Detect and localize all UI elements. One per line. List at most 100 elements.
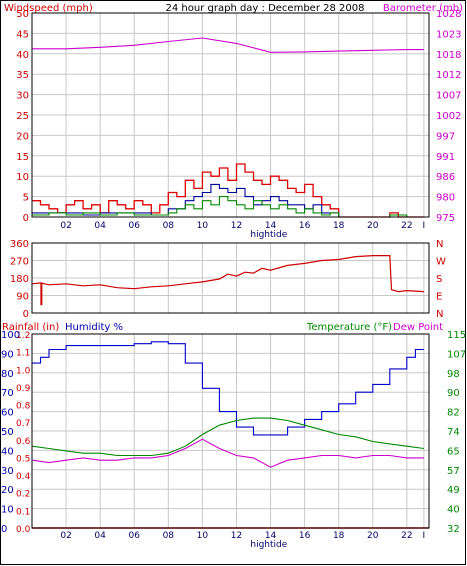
temperature-tick: 115 [447, 330, 466, 341]
humidity-tick: 50 [1, 427, 14, 438]
temperature-tick: 32 [447, 524, 460, 535]
x-tick-label: 12 [231, 221, 242, 231]
temperature-series-line [31, 417, 424, 457]
x-tick-label: 08 [163, 531, 175, 541]
humidity-tick: 70 [1, 388, 14, 399]
rain-tick: 0.7 [16, 419, 30, 429]
gust-series-line [32, 163, 424, 218]
direction-tick: 360 [10, 239, 29, 250]
barometer-series-line [32, 37, 424, 53]
rain-tick: 0.8 [16, 402, 31, 412]
x-tick-label: I [423, 531, 426, 541]
temperature-tick: 82 [447, 408, 460, 419]
humidity-tick: 30 [1, 466, 14, 477]
humidity-tick: 60 [1, 408, 14, 419]
compass-tick: W [436, 257, 446, 268]
windspeed-tick: 40 [16, 50, 29, 61]
temperature-tick: 107 [447, 349, 466, 360]
direction-tick: 180 [10, 274, 29, 285]
rain-x-tick-labels: 02 04 06 08 10 12 14 16 18 20 22 I [60, 531, 425, 541]
rainfall-axis-label: Rainfall (in) [2, 322, 59, 333]
x-tick-label: 16 [299, 531, 311, 541]
barometer-tick: 986 [436, 172, 455, 183]
humidity-tick: 10 [1, 505, 14, 516]
direction-tick: 0 [23, 309, 29, 320]
humidity-tick-labels: 0 10 20 30 40 50 60 70 80 90 100 [1, 330, 20, 535]
x-tick-label: 04 [94, 221, 106, 231]
x-tick-label: 02 [60, 531, 71, 541]
direction-tick: 270 [10, 257, 29, 268]
hightide-label: hightide [250, 230, 287, 240]
compass-tick: N [436, 239, 443, 250]
windspeed-tick-labels: 0 5 10 15 20 25 30 35 40 45 50 [16, 9, 29, 224]
avg-series-line [32, 196, 424, 218]
x-tick-label: 20 [367, 221, 379, 231]
x-tick-label: I [423, 221, 426, 231]
graph-title: 24 hour graph day : December 28 2008 [166, 3, 365, 14]
x-tick-label: 08 [163, 221, 175, 231]
barometer-tick: 1012 [436, 70, 461, 81]
windspeed-tick: 20 [16, 131, 29, 142]
barometer-tick-labels: 975 980 986 991 997 1002 1007 1012 1018 1023 1028 [436, 9, 461, 224]
barometer-tick: 997 [436, 131, 455, 142]
humidity-tick: 20 [1, 485, 14, 496]
temperature-tick: 57 [447, 466, 460, 477]
rain-tick: 0.1 [16, 507, 30, 517]
rain-humidity-temp-panel: Rainfall (in) Humidity % Temperature (°F… [1, 322, 466, 550]
rain-tick: 0.9 [16, 384, 31, 394]
direction-series-line [31, 255, 424, 293]
barometer-tick: 975 [436, 213, 455, 224]
x-tick-label: 18 [333, 221, 345, 231]
rain-tick: 0.2 [16, 490, 30, 500]
barometer-axis-label: Barometer (mb) [383, 3, 463, 14]
humidity-axis-label: Humidity % [65, 322, 123, 333]
wind-plot-frame [31, 12, 430, 218]
direction-series [31, 255, 424, 306]
wind-grid [32, 13, 429, 217]
barometer-tick: 1002 [436, 111, 461, 122]
temperature-tick: 90 [447, 388, 460, 399]
barometer-tick: 1007 [436, 91, 461, 102]
humidity-tick: 80 [1, 369, 14, 380]
rain-tick: 0.6 [16, 437, 31, 447]
temperature-tick: 49 [447, 485, 460, 496]
compass-tick: S [436, 274, 442, 285]
barometer-tick: 1028 [436, 9, 461, 20]
windspeed-tick: 45 [16, 29, 29, 40]
temperature-axis-label: Temperature (°F) [306, 322, 392, 333]
dewpoint-axis-label: Dew Point [393, 322, 443, 333]
x-tick-label: 02 [60, 221, 71, 231]
rain-plot-frame [31, 333, 430, 529]
compass-tick: E [436, 292, 442, 303]
speed-series-line [32, 183, 424, 218]
wind-x-tick-labels: 02 04 06 08 10 12 14 16 18 20 22 I [60, 221, 425, 231]
humidity-tick: 100 [1, 330, 20, 341]
dewpoint-series-line [31, 438, 424, 468]
barometer-tick: 980 [436, 193, 455, 204]
temperature-tick: 74 [447, 427, 460, 438]
humidity-series-line [32, 341, 424, 436]
humidity-tick: 40 [1, 446, 14, 457]
rain-tick: 0.4 [16, 472, 31, 482]
direction-grid [32, 243, 429, 313]
windspeed-tick: 35 [16, 70, 29, 81]
direction-tick: 90 [16, 292, 29, 303]
humidity-tick: 0 [1, 524, 7, 535]
hightide-label-bottom: hightide [250, 540, 287, 550]
rainfall-tick-labels: 0.0 0.1 0.2 0.4 0.5 0.6 0.7 0.8 0.9 1.0 1.1 1.2 [16, 331, 31, 535]
windspeed-tick: 50 [16, 9, 29, 20]
wind-barometer-panel: Windspeed (mph) 24 hour graph day : Dece… [4, 3, 463, 240]
temperature-tick: 40 [447, 505, 460, 516]
humidity-tick: 90 [1, 349, 14, 360]
temperature-tick: 98 [447, 369, 460, 380]
windspeed-tick: 25 [16, 111, 29, 122]
x-tick-label: 14 [265, 221, 277, 231]
x-tick-label: 04 [94, 531, 106, 541]
x-tick-label: 22 [401, 531, 412, 541]
temperature-tick: 65 [447, 446, 460, 457]
wind-series [32, 37, 424, 218]
